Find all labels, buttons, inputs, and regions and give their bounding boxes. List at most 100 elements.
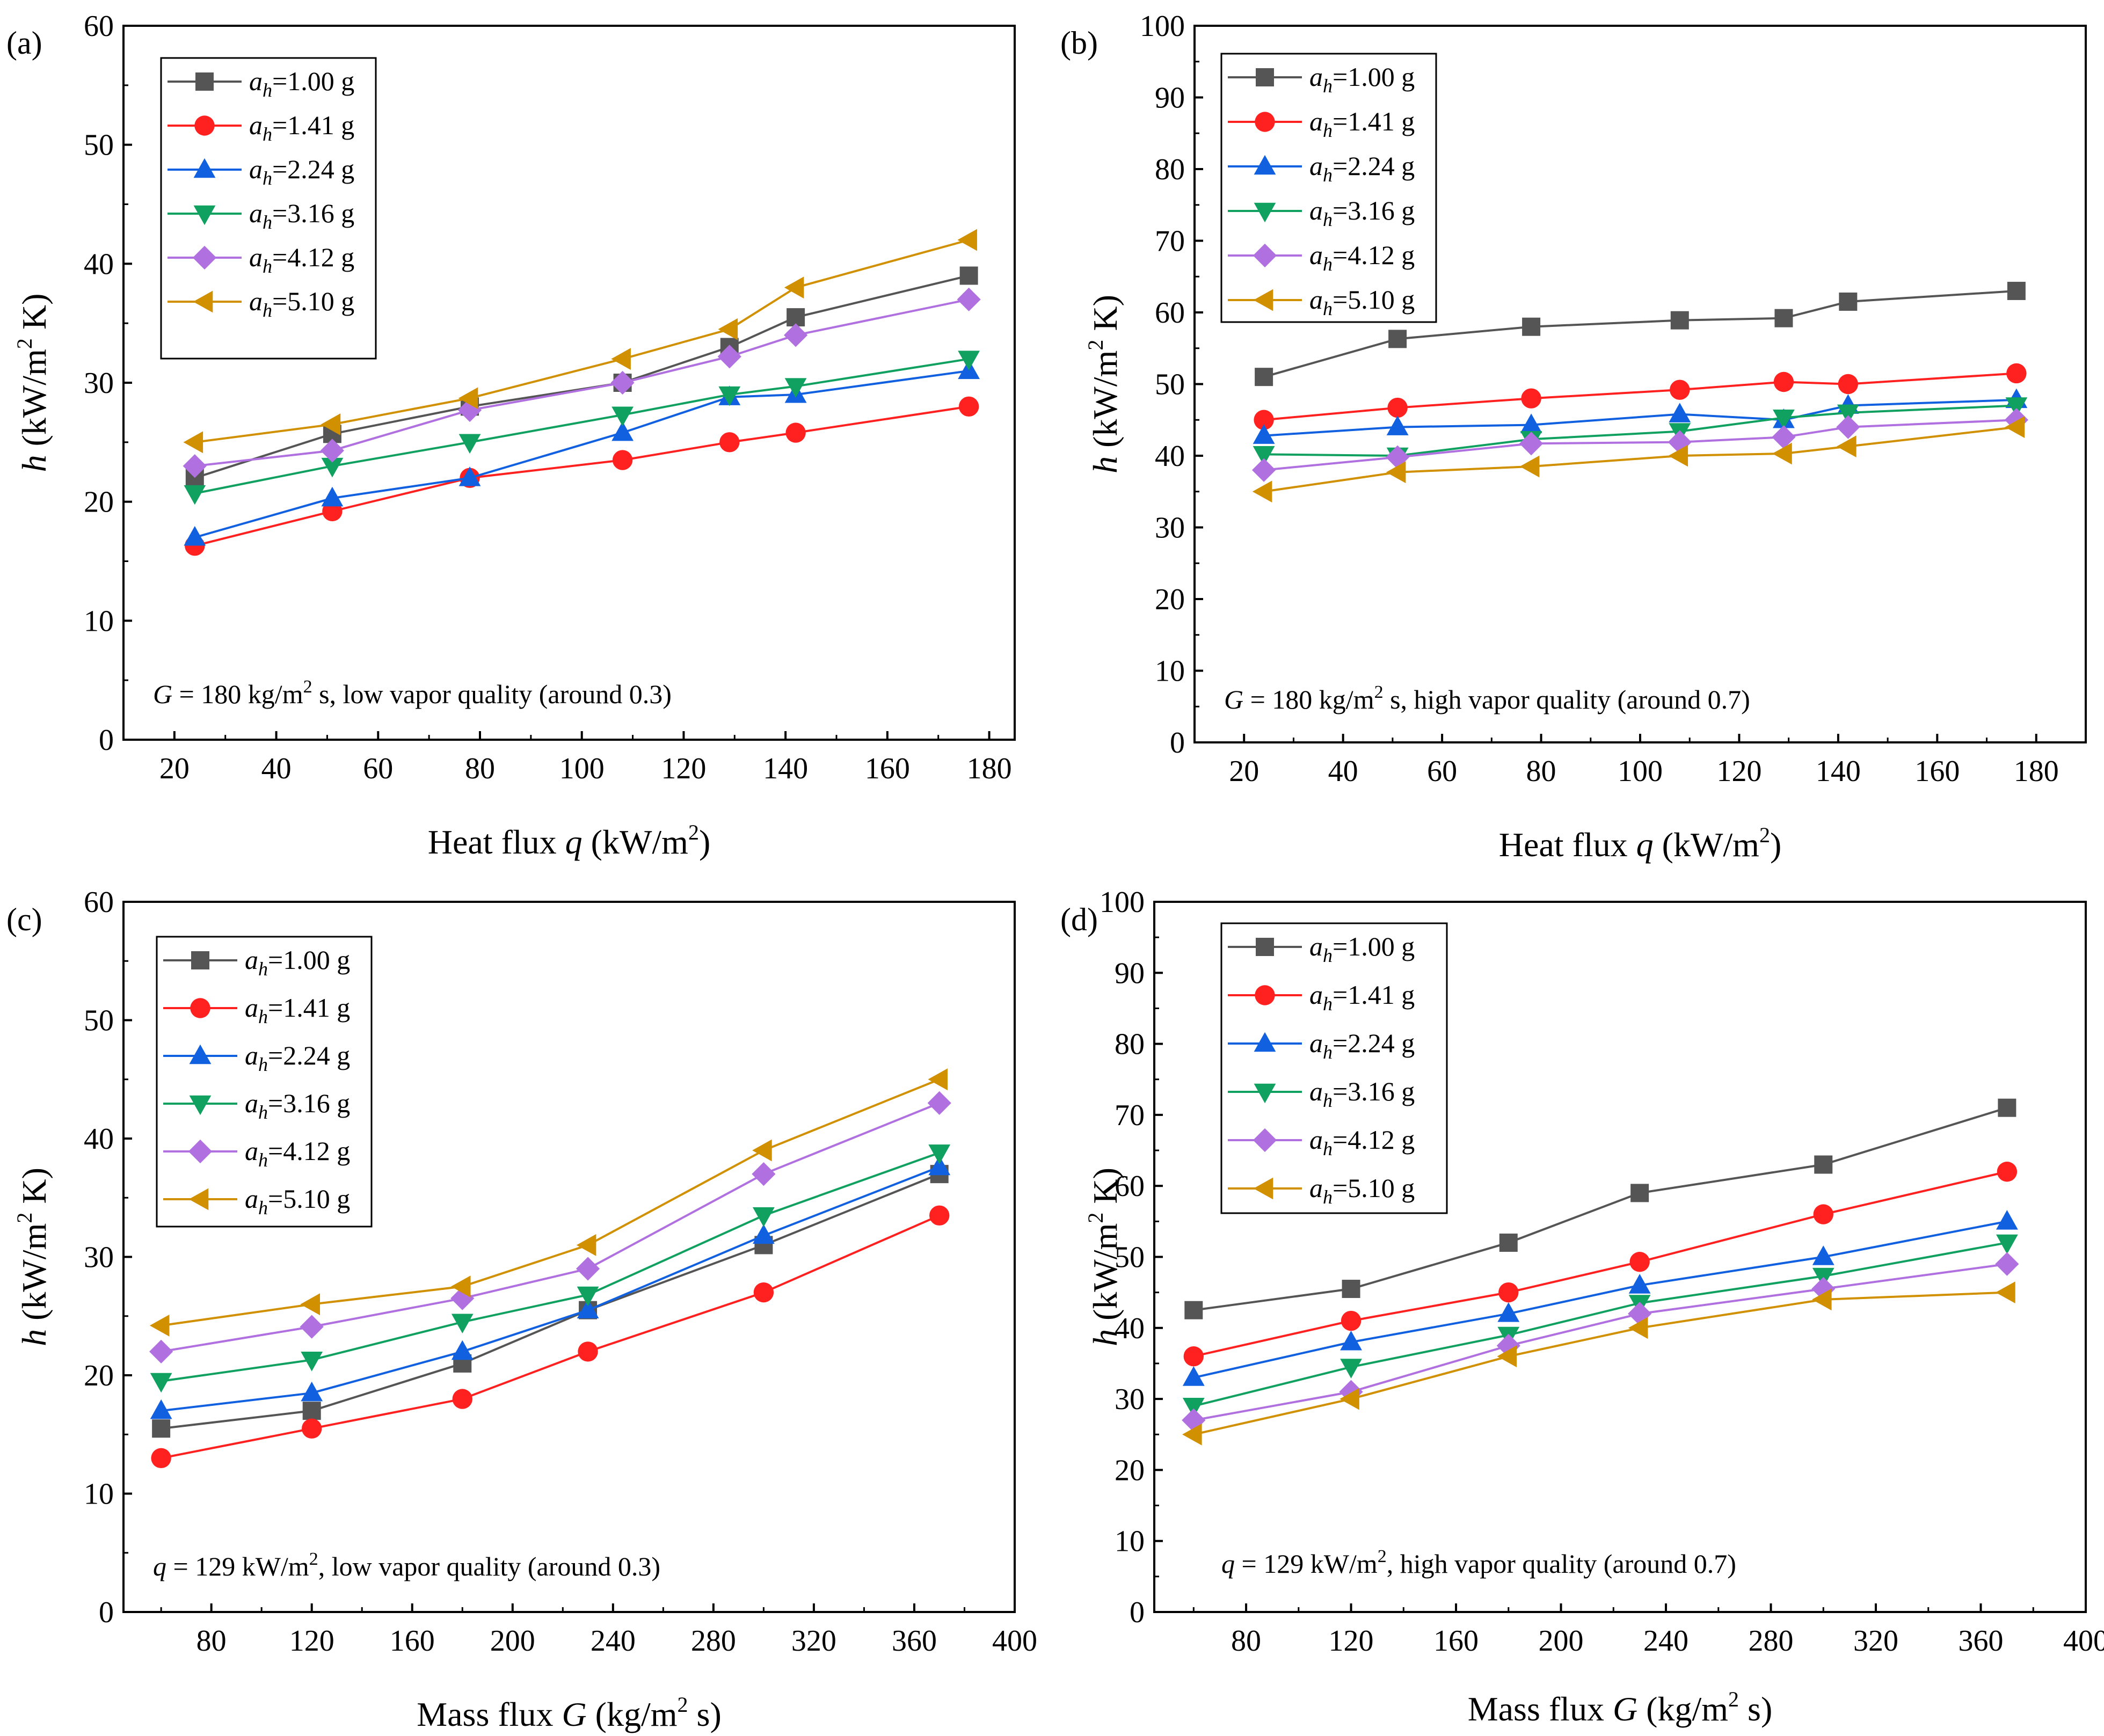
series-3 bbox=[150, 1155, 951, 1419]
x-tick-label: 360 bbox=[892, 1624, 937, 1658]
y-tick-label: 0 bbox=[99, 724, 114, 757]
data-point bbox=[1253, 424, 1275, 444]
series-line bbox=[1193, 1106, 2007, 1311]
series-line bbox=[1193, 1263, 2007, 1421]
x-tick-label: 120 bbox=[661, 752, 706, 785]
data-point bbox=[301, 1352, 323, 1372]
data-point bbox=[1339, 1388, 1359, 1410]
y-tick-label: 10 bbox=[1115, 1525, 1145, 1558]
series-5 bbox=[149, 1091, 951, 1363]
data-point bbox=[718, 386, 741, 406]
legend-entry: ah=4.12 g bbox=[1309, 240, 1415, 275]
y-tick-label: 80 bbox=[1115, 1028, 1145, 1061]
y-tick-label: 80 bbox=[1155, 153, 1185, 186]
legend-marker bbox=[191, 951, 209, 969]
y-tick-label: 20 bbox=[84, 486, 114, 519]
data-point bbox=[1837, 435, 1857, 458]
data-point bbox=[576, 1257, 600, 1281]
y-tick-label: 50 bbox=[1115, 1241, 1145, 1274]
data-point bbox=[929, 1205, 950, 1226]
x-tick-label: 60 bbox=[1427, 755, 1457, 788]
legend-marker bbox=[1254, 1032, 1276, 1052]
data-point bbox=[1252, 480, 1272, 503]
legend-marker bbox=[192, 245, 217, 270]
x-tick-label: 400 bbox=[992, 1624, 1037, 1658]
x-tick-label: 120 bbox=[1329, 1624, 1374, 1658]
data-point bbox=[958, 396, 979, 417]
y-tick-label: 30 bbox=[1115, 1383, 1145, 1416]
legend-entry: ah=5.10 g bbox=[1309, 1173, 1415, 1208]
data-point bbox=[2007, 281, 2026, 300]
legend-entry: ah=1.00 g bbox=[249, 66, 354, 101]
data-point bbox=[184, 526, 206, 546]
legend-entry: ah=3.16 g bbox=[1309, 1076, 1415, 1111]
data-point bbox=[958, 351, 980, 370]
y-tick-label: 20 bbox=[1115, 1454, 1145, 1487]
data-point bbox=[301, 1381, 323, 1402]
data-point bbox=[457, 398, 482, 422]
legend-entry: ah=4.12 g bbox=[245, 1136, 350, 1171]
data-point bbox=[321, 457, 344, 478]
data-point bbox=[1498, 1282, 1519, 1303]
series-line bbox=[161, 1214, 940, 1460]
legend-entry: ah=3.16 g bbox=[1309, 195, 1415, 230]
data-point bbox=[2006, 363, 2027, 384]
x-tick-label: 60 bbox=[363, 752, 393, 785]
data-point bbox=[784, 378, 807, 398]
x-tick-label: 320 bbox=[791, 1624, 836, 1658]
y-tick-label: 50 bbox=[1155, 368, 1185, 402]
x-tick-label: 100 bbox=[1618, 755, 1663, 788]
data-point bbox=[610, 370, 635, 395]
data-point bbox=[576, 1234, 596, 1256]
data-point bbox=[2005, 397, 2028, 417]
legend-marker bbox=[1256, 68, 1274, 86]
legend-entry: ah=5.10 g bbox=[1309, 285, 1415, 319]
x-axis-label: Mass flux G (kg/m2 s) bbox=[417, 1693, 722, 1733]
data-point bbox=[1773, 371, 1794, 392]
data-point bbox=[1812, 1245, 1834, 1265]
x-tick-label: 120 bbox=[1716, 755, 1761, 788]
data-point bbox=[458, 387, 478, 410]
data-point bbox=[577, 1299, 599, 1319]
x-tick-label: 160 bbox=[865, 752, 910, 785]
legend-marker bbox=[189, 1044, 212, 1064]
data-point bbox=[611, 421, 634, 441]
data-point bbox=[1668, 444, 1688, 467]
x-tick-label: 180 bbox=[967, 752, 1012, 785]
y-tick-label: 40 bbox=[84, 247, 114, 281]
data-point bbox=[1670, 311, 1689, 330]
data-point bbox=[928, 1155, 951, 1176]
series-line bbox=[161, 1173, 940, 1430]
annotation: q = 129 kW/m2, high vapor quality (aroun… bbox=[1221, 1547, 1736, 1579]
y-tick-label: 100 bbox=[1100, 886, 1145, 919]
chart-panel-3: 0 10 20 30 40 50 60 80 120 160 200 240 280 320 360 400 (… bbox=[6, 886, 1037, 1733]
x-tick-label: 240 bbox=[1643, 1624, 1688, 1658]
series-6 bbox=[1252, 416, 2025, 503]
chart-panel-2: 0 10 20 30 40 50 60 70 80 90 100 20 40 60 80 100 120 140 1… bbox=[1060, 10, 2087, 864]
legend-entry: ah=3.16 g bbox=[249, 198, 354, 233]
y-tick-label: 60 bbox=[84, 886, 114, 919]
legend-marker bbox=[194, 115, 215, 136]
y-axis-label: h (kW/m2 K) bbox=[12, 294, 53, 472]
panel-label: (d) bbox=[1060, 902, 1098, 937]
data-point bbox=[1340, 1331, 1362, 1351]
data-point bbox=[1252, 458, 1276, 482]
legend: ah=1.00 g ah=1.41 g ah=2.24 g ah=3.16 g ah=4… bbox=[1220, 922, 1448, 1214]
y-tick-label: 50 bbox=[84, 1004, 114, 1038]
x-axis-label: Heat flux q (kW/m2) bbox=[428, 820, 711, 861]
x-tick-label: 20 bbox=[159, 752, 190, 785]
data-point bbox=[611, 406, 634, 427]
legend-marker bbox=[1253, 1177, 1273, 1200]
series-line bbox=[194, 369, 969, 539]
annotation: G = 180 kg/m2 s, high vapor quality (aro… bbox=[1224, 682, 1750, 714]
data-point bbox=[752, 1207, 775, 1227]
data-point bbox=[1522, 317, 1541, 336]
legend-marker bbox=[1254, 155, 1276, 175]
legend-entry: ah=1.41 g bbox=[1309, 980, 1415, 1015]
data-point bbox=[150, 1399, 172, 1419]
legend-marker bbox=[1255, 985, 1275, 1005]
data-point bbox=[784, 323, 808, 347]
data-point bbox=[321, 486, 344, 507]
legend-entry: ah=1.00 g bbox=[1309, 62, 1415, 97]
data-point bbox=[1996, 1234, 2018, 1254]
